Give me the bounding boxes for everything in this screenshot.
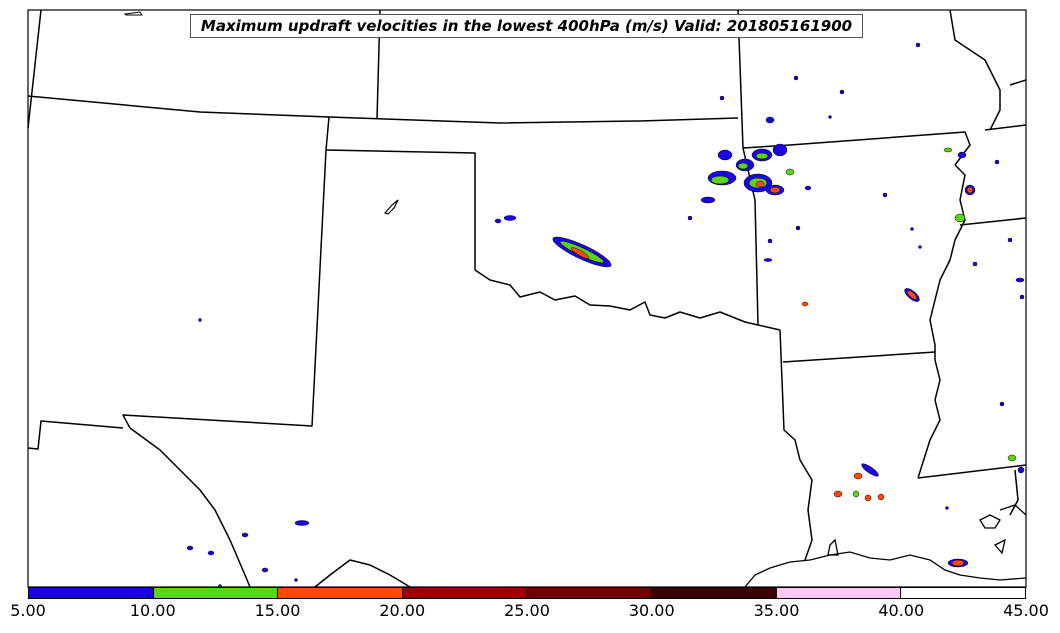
storm-cell [828, 115, 832, 119]
storm-cell [943, 147, 953, 153]
storm-cell [864, 494, 872, 502]
colorbar-ticks: 5.00 10.00 15.00 20.00 25.00 30.00 35.00 40.00 4… [0, 600, 1060, 630]
storm-cell [261, 567, 269, 573]
storm-cell [906, 290, 918, 300]
colorbar-segment [402, 588, 528, 598]
colorbar [28, 587, 1026, 599]
colorbar-tick-label: 25.00 [504, 601, 550, 620]
storm-cell [207, 550, 215, 556]
colorbar-tick-label: 5.00 [10, 601, 46, 620]
storm-cell [915, 42, 921, 48]
colorbar-tick-label: 30.00 [628, 601, 675, 620]
colorbar-tick-label: 10.00 [129, 601, 176, 620]
storm-cell [763, 258, 773, 262]
state-borders [27, 9, 1027, 588]
storm-cell [503, 215, 517, 221]
storm-cell [241, 532, 249, 538]
colorbar-segment [29, 588, 154, 598]
storm-cell [198, 318, 202, 322]
storm-cell [767, 238, 773, 244]
storm-cell [772, 143, 788, 157]
storm-cell [1015, 277, 1025, 283]
storm-cell [571, 247, 589, 259]
storm-cell [861, 463, 879, 477]
updraft-cells [186, 33, 1025, 588]
storm-cell [717, 149, 733, 161]
colorbar-tick-label: 45.00 [1003, 601, 1049, 620]
map-title: Maximum updraft velocities in the lowest… [190, 14, 863, 38]
storm-cell [769, 186, 781, 194]
storm-cell [1019, 294, 1025, 300]
storm-cell [852, 490, 860, 498]
storm-cell [1007, 237, 1013, 243]
storm-cell [795, 225, 801, 231]
lake-outline [123, 11, 143, 16]
storm-cell [186, 545, 194, 551]
storm-cell [918, 245, 922, 249]
colorbar-tick-label: 35.00 [753, 601, 800, 620]
colorbar-tick-label: 15.00 [254, 601, 301, 620]
lake-outline [383, 199, 399, 215]
storm-cell [804, 185, 812, 191]
storm-cell [910, 227, 914, 231]
colorbar-segment [652, 588, 777, 598]
storm-cell [882, 192, 888, 198]
storm-cell [954, 213, 966, 223]
storm-cell [833, 490, 843, 498]
storm-cell [877, 493, 885, 501]
storm-cell [710, 175, 730, 185]
colorbar-segment [901, 588, 1025, 598]
storm-cell [801, 301, 809, 307]
map-frame [27, 9, 1027, 588]
storm-cell [700, 196, 716, 204]
storm-cell [494, 218, 502, 224]
colorbar-segment [278, 588, 403, 598]
coastline [744, 504, 1027, 588]
storm-cell [972, 261, 978, 267]
storm-cell [951, 559, 965, 567]
storm-cell [687, 215, 693, 221]
storm-cell [737, 162, 749, 170]
storm-cell [755, 180, 765, 188]
storm-cell [765, 116, 775, 124]
storm-cell [785, 168, 795, 176]
colorbar-segment [153, 588, 279, 598]
colorbar-tick-label: 40.00 [878, 601, 925, 620]
storm-cell [945, 506, 949, 510]
storm-cell [966, 186, 974, 194]
colorbar-segment [527, 588, 653, 598]
storm-cell [957, 151, 967, 159]
storm-cell [994, 159, 1000, 165]
colorbar-tick-label: 20.00 [379, 601, 426, 620]
storm-cell [793, 75, 799, 81]
storm-cell [1017, 466, 1025, 474]
storm-cell [999, 401, 1005, 407]
storm-cell [719, 95, 725, 101]
storm-cell [839, 89, 845, 95]
storm-cell [294, 578, 298, 582]
storm-cell [853, 472, 863, 480]
storm-cell [294, 520, 310, 526]
storm-cell [1007, 454, 1017, 462]
colorbar-segment [776, 588, 902, 598]
storm-cell [755, 152, 769, 160]
